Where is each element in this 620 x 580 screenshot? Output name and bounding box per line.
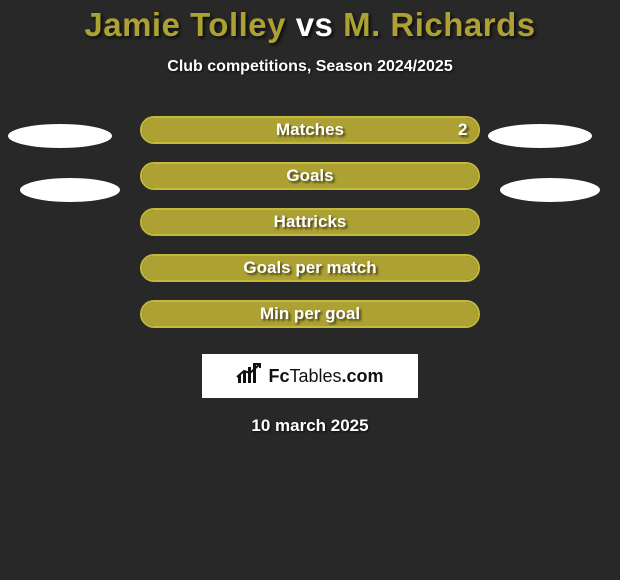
stat-value: 2	[458, 120, 467, 140]
marker-ellipse	[20, 178, 120, 202]
marker-ellipse	[8, 124, 112, 148]
logo-box: FcTables.com	[202, 354, 418, 398]
stat-label: Goals	[286, 166, 333, 186]
logo-text: FcTables.com	[268, 366, 383, 387]
marker-ellipse	[488, 124, 592, 148]
chart-icon	[236, 363, 264, 390]
page-title: Jamie Tolley vs M. Richards	[0, 6, 620, 44]
stat-bar: Hattricks	[140, 208, 480, 236]
stat-label: Goals per match	[243, 258, 376, 278]
stat-label: Min per goal	[260, 304, 360, 324]
stat-rows: Matches 2 Goals Hattricks Goals per match Min…	[0, 116, 620, 346]
stat-label: Hattricks	[274, 212, 347, 232]
stat-label: Matches	[276, 120, 344, 140]
stat-row: Hattricks	[0, 208, 620, 254]
date-line: 10 march 2025	[0, 416, 620, 436]
stat-bar: Matches 2	[140, 116, 480, 144]
stat-bar: Goals per match	[140, 254, 480, 282]
comparison-card: Jamie Tolley vs M. Richards Club competi…	[0, 0, 620, 580]
logo-tables: Tables	[289, 366, 341, 386]
stat-row: Min per goal	[0, 300, 620, 346]
stat-row: Goals per match	[0, 254, 620, 300]
stat-bar: Min per goal	[140, 300, 480, 328]
vs-text: vs	[296, 6, 334, 43]
logo-fc: Fc	[268, 366, 289, 386]
player2-name: M. Richards	[343, 6, 536, 43]
subtitle: Club competitions, Season 2024/2025	[0, 58, 620, 76]
logo-com: .com	[342, 366, 384, 386]
player1-name: Jamie Tolley	[84, 6, 286, 43]
marker-ellipse	[500, 178, 600, 202]
stat-bar: Goals	[140, 162, 480, 190]
